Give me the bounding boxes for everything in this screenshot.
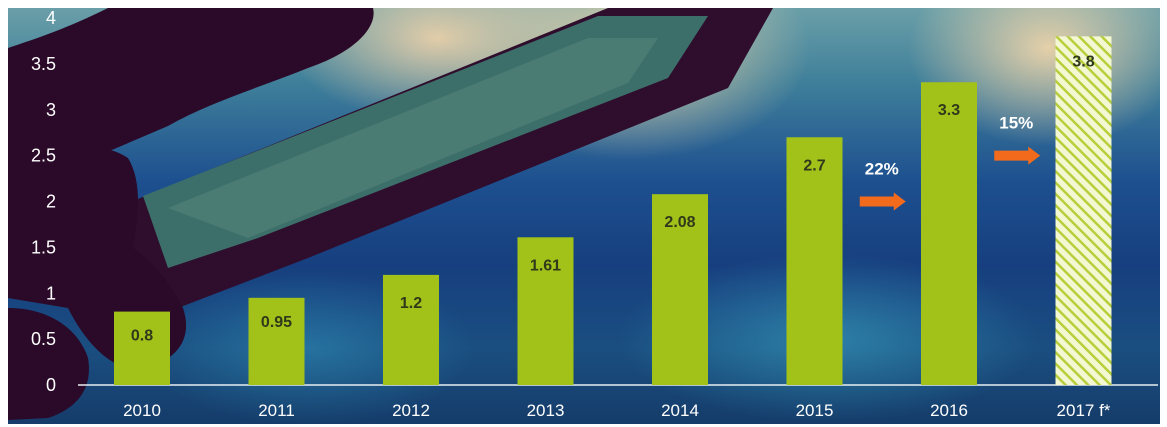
y-tick-label: 3 bbox=[46, 100, 56, 120]
x-tick-label: 2015 bbox=[796, 401, 834, 420]
y-tick-label: 0.5 bbox=[31, 329, 56, 349]
chart-frame: 0 0.5 1 1.5 2 2.5 3 3.5 4 0.8 2010 0.95 2011 1.2 2012… bbox=[8, 8, 1160, 424]
bar bbox=[921, 82, 977, 385]
data-label: 0.95 bbox=[261, 314, 292, 331]
y-tick-label: 1 bbox=[46, 283, 56, 303]
bars-group bbox=[114, 36, 1112, 385]
growth-arrow-icon bbox=[859, 192, 906, 211]
data-label: 3.8 bbox=[1072, 53, 1094, 70]
y-axis: 0 0.5 1 1.5 2 2.5 3 3.5 4 bbox=[31, 8, 56, 395]
bar bbox=[786, 137, 843, 385]
y-tick-label: 2 bbox=[46, 192, 56, 212]
y-tick-label: 3.5 bbox=[31, 54, 56, 74]
x-tick-label: 2011 bbox=[258, 401, 295, 420]
bar bbox=[383, 274, 439, 385]
data-label: 3.3 bbox=[938, 102, 960, 119]
bar bbox=[114, 311, 170, 385]
labels-group: 0.8 2010 0.95 2011 1.2 2012 1.61 2013 2.08 2014 2.… bbox=[123, 53, 1111, 420]
data-label: 0.8 bbox=[131, 328, 153, 345]
x-tick-label: 2014 bbox=[661, 401, 699, 420]
growth-label: 22% bbox=[865, 160, 899, 179]
x-tick-label: 2017 f* bbox=[1057, 401, 1111, 420]
growth-label: 15% bbox=[999, 114, 1033, 133]
x-tick-label: 2016 bbox=[930, 401, 968, 420]
bar bbox=[248, 297, 305, 385]
bar-chart: 0 0.5 1 1.5 2 2.5 3 3.5 4 0.8 2010 0.95 2011 1.2 2012… bbox=[8, 8, 1158, 420]
bar bbox=[517, 237, 574, 385]
x-tick-label: 2010 bbox=[123, 401, 161, 420]
data-label: 1.61 bbox=[530, 257, 561, 274]
data-label: 2.08 bbox=[664, 214, 695, 231]
y-tick-label: 2.5 bbox=[31, 146, 56, 166]
data-label: 2.7 bbox=[803, 157, 825, 174]
data-label: 1.2 bbox=[400, 295, 422, 312]
x-tick-label: 2012 bbox=[392, 401, 430, 420]
y-tick-label: 0 bbox=[46, 375, 56, 395]
growth-arrow-icon bbox=[994, 146, 1041, 165]
bar-forecast bbox=[1055, 36, 1112, 385]
y-tick-label: 4 bbox=[46, 8, 56, 28]
y-tick-label: 1.5 bbox=[31, 237, 56, 257]
annotations-group: 22% 15% bbox=[859, 114, 1041, 211]
bar bbox=[652, 194, 708, 385]
x-tick-label: 2013 bbox=[527, 401, 565, 420]
